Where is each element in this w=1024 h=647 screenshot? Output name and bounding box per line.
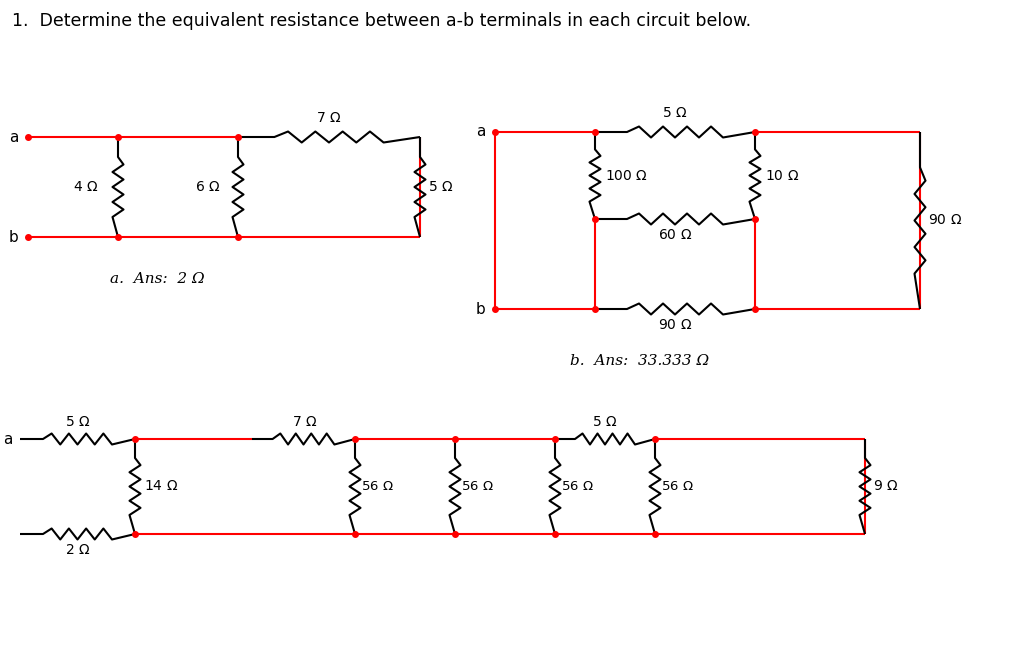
Text: a: a <box>475 124 485 140</box>
Text: 60 $\Omega$: 60 $\Omega$ <box>657 228 692 242</box>
Text: 5 $\Omega$: 5 $\Omega$ <box>65 415 90 429</box>
Text: 5 $\Omega$: 5 $\Omega$ <box>592 415 617 429</box>
Text: 4 $\Omega$: 4 $\Omega$ <box>73 180 98 194</box>
Text: a: a <box>8 129 18 144</box>
Text: 14 $\Omega$: 14 $\Omega$ <box>144 479 178 494</box>
Text: 10 $\Omega$: 10 $\Omega$ <box>765 168 799 182</box>
Text: 7 $\Omega$: 7 $\Omega$ <box>292 415 317 429</box>
Text: b: b <box>8 230 18 245</box>
Text: 5 $\Omega$: 5 $\Omega$ <box>663 106 688 120</box>
Text: 1.  Determine the equivalent resistance between a-b terminals in each circuit be: 1. Determine the equivalent resistance b… <box>12 12 752 30</box>
Text: 56 $\Omega$: 56 $\Omega$ <box>461 480 494 493</box>
Text: 56 $\Omega$: 56 $\Omega$ <box>662 480 693 493</box>
Text: a: a <box>3 432 12 446</box>
Text: 2 $\Omega$: 2 $\Omega$ <box>65 543 90 557</box>
Text: 56 $\Omega$: 56 $\Omega$ <box>561 480 594 493</box>
Text: 90 $\Omega$: 90 $\Omega$ <box>657 318 692 332</box>
Text: 90 $\Omega$: 90 $\Omega$ <box>928 214 963 228</box>
Text: a.  Ans:  2 Ω: a. Ans: 2 Ω <box>110 272 205 286</box>
Text: 6 $\Omega$: 6 $\Omega$ <box>195 180 220 194</box>
Text: 100 $\Omega$: 100 $\Omega$ <box>605 168 648 182</box>
Text: 5 $\Omega$: 5 $\Omega$ <box>428 180 454 194</box>
Text: b: b <box>475 302 485 316</box>
Text: 7 $\Omega$: 7 $\Omega$ <box>316 111 342 125</box>
Text: b.  Ans:  33.333 Ω: b. Ans: 33.333 Ω <box>570 354 710 368</box>
Text: 56 $\Omega$: 56 $\Omega$ <box>361 480 393 493</box>
Text: 9 $\Omega$: 9 $\Omega$ <box>873 479 898 494</box>
